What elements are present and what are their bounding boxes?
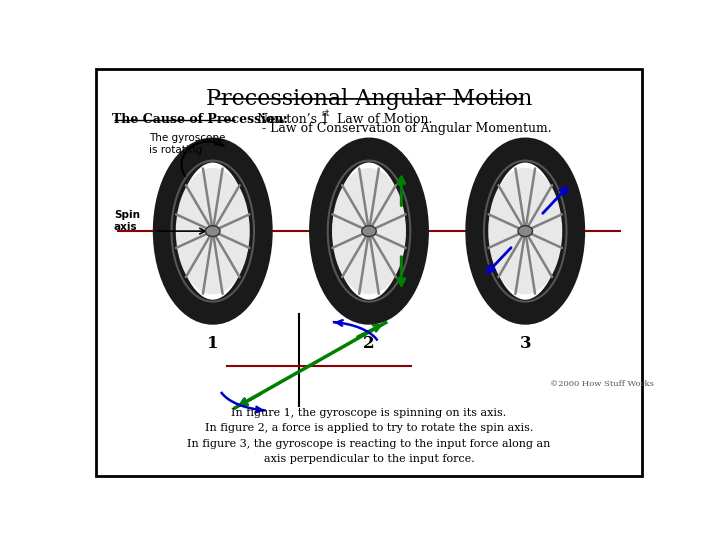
- Text: axis perpendicular to the input force.: axis perpendicular to the input force.: [264, 454, 474, 464]
- Text: Precessional Angular Motion: Precessional Angular Motion: [206, 87, 532, 110]
- Text: - Law of Conservation of Angular Momentum.: - Law of Conservation of Angular Momentu…: [262, 122, 552, 135]
- Text: st: st: [322, 109, 330, 118]
- Text: In figure 1, the gyroscope is spinning on its axis.: In figure 1, the gyroscope is spinning o…: [231, 408, 507, 418]
- Text: In figure 2, a force is applied to try to rotate the spin axis.: In figure 2, a force is applied to try t…: [204, 423, 534, 433]
- Circle shape: [205, 226, 220, 237]
- Text: In figure 3, the gyroscope is reacting to the input force along an: In figure 3, the gyroscope is reacting t…: [187, 438, 551, 449]
- Text: Law of Motion.: Law of Motion.: [333, 113, 433, 126]
- Ellipse shape: [332, 168, 406, 294]
- Text: ©2000 How Stuff Works: ©2000 How Stuff Works: [550, 380, 654, 388]
- Ellipse shape: [488, 168, 562, 294]
- Text: The gyroscope
is rotating: The gyroscope is rotating: [148, 133, 225, 155]
- FancyBboxPatch shape: [96, 69, 642, 476]
- Circle shape: [518, 226, 533, 237]
- Text: 1: 1: [207, 335, 218, 352]
- Text: 3: 3: [519, 335, 531, 352]
- Ellipse shape: [176, 168, 250, 294]
- Text: Spin
axis: Spin axis: [114, 210, 140, 232]
- Text: 2: 2: [363, 335, 375, 352]
- Text: - Newton’s 1: - Newton’s 1: [249, 113, 329, 126]
- Text: The Cause of Precession:: The Cause of Precession:: [112, 113, 288, 126]
- Circle shape: [361, 226, 377, 237]
